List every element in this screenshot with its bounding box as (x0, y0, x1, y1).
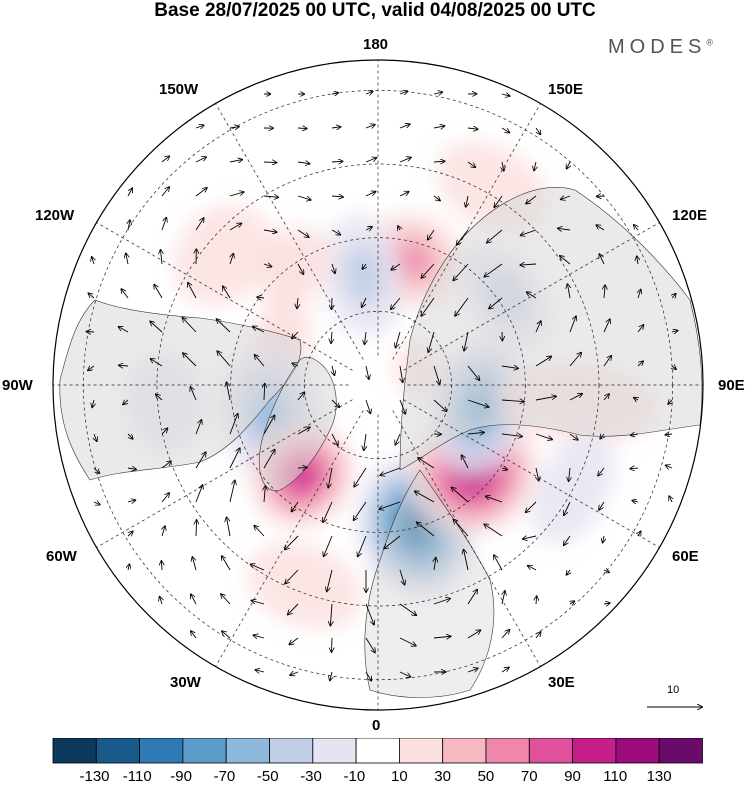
lon-label-30w: 30W (170, 674, 201, 691)
colorbar-tick-label: 30 (434, 768, 451, 785)
colorbar-swatch (486, 738, 529, 763)
lon-label-120w: 120W (35, 207, 74, 224)
colorbar-tick-label: 90 (564, 768, 581, 785)
wind-vector (196, 520, 197, 536)
lon-label-120e: 120E (672, 207, 707, 224)
vector-scale-arrow (647, 701, 707, 713)
colorbar (0, 738, 750, 768)
colorbar-tick-label: 130 (647, 768, 672, 785)
colorbar-swatch (573, 738, 616, 763)
colorbar-swatch (183, 738, 226, 763)
colorbar-swatch (443, 738, 486, 763)
colorbar-tick-label: -30 (300, 768, 322, 785)
colorbar-tick-label: -10 (344, 768, 366, 785)
colorbar-swatch (270, 738, 313, 763)
wind-vector (298, 128, 307, 129)
lon-label-30e: 30E (548, 674, 575, 691)
colorbar-tick-label: 70 (521, 768, 538, 785)
colorbar-swatch (53, 738, 96, 763)
lon-label-0: 0 (372, 717, 380, 734)
colorbar-swatch (313, 738, 356, 763)
lon-label-90e: 90E (718, 377, 745, 394)
wind-vector (331, 298, 332, 309)
lon-label-150w: 150W (159, 81, 198, 98)
colorbar-swatch (616, 738, 659, 763)
lon-label-180: 180 (363, 36, 388, 53)
wind-vector (298, 467, 307, 468)
colorbar-tick-label: -130 (80, 768, 110, 785)
colorbar-tick-label: -90 (170, 768, 192, 785)
colorbar-swatch (140, 738, 183, 763)
wind-vector (161, 561, 162, 570)
lon-label-150e: 150E (548, 81, 583, 98)
colorbar-swatch (529, 738, 572, 763)
colorbar-tick-label: 50 (478, 768, 495, 785)
wind-vector (331, 638, 332, 652)
lon-label-60w: 60W (46, 548, 77, 565)
colorbar-tick-label: -50 (257, 768, 279, 785)
wind-vector (264, 162, 277, 163)
colorbar-tick-label: -70 (214, 768, 236, 785)
colorbar-tick-label: 10 (391, 768, 408, 785)
colorbar-swatch (356, 738, 399, 763)
colorbar-tick-label: 110 (603, 768, 627, 785)
colorbar-swatch (659, 738, 702, 763)
lon-label-60e: 60E (672, 548, 699, 565)
vector-scale-label: 10 (667, 684, 679, 696)
lon-label-90w: 90W (2, 377, 33, 394)
colorbar-swatch (399, 738, 442, 763)
colorbar-tick-label: -110 (123, 768, 152, 785)
colorbar-swatch (96, 738, 139, 763)
colorbar-swatch (226, 738, 269, 763)
